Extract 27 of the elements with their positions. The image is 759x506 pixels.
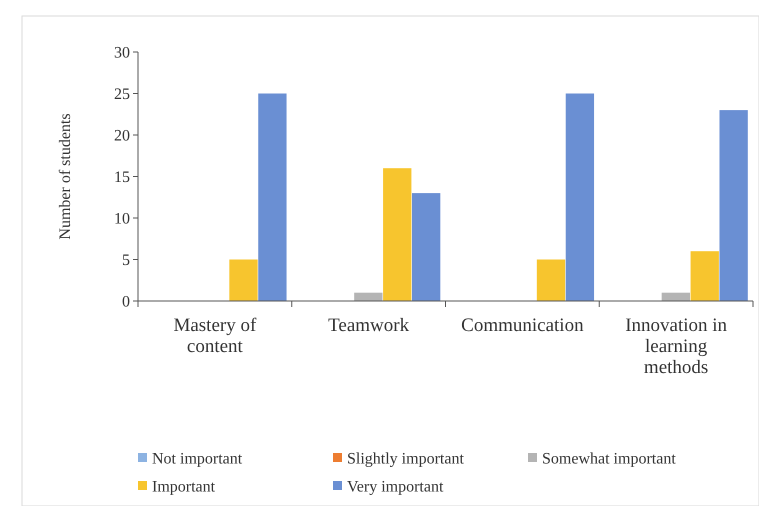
x-tick-label: Communication — [461, 315, 584, 336]
y-tick-label: 10 — [114, 210, 130, 228]
y-tick-label: 25 — [114, 86, 130, 104]
bar — [412, 193, 440, 301]
bar — [566, 94, 594, 301]
bar — [536, 260, 566, 301]
legend-label: Very important — [347, 478, 444, 496]
y-tick-label: 30 — [114, 44, 130, 62]
bar — [662, 292, 690, 301]
legend-label: Not important — [152, 450, 243, 468]
x-tick-label: Mastery of content — [173, 315, 257, 357]
x-tick-label: Innovation in learning methods — [625, 315, 728, 378]
y-axis-title: Number of students — [57, 113, 74, 240]
bar — [383, 168, 412, 301]
y-tick-label: 5 — [122, 252, 130, 270]
x-tick-label: Teamwork — [328, 315, 410, 336]
y-tick-label: 20 — [114, 128, 130, 145]
bar — [719, 110, 748, 301]
legend-label: Slightly important — [347, 450, 464, 468]
y-tick-label: 0 — [122, 294, 130, 311]
bar — [229, 260, 258, 301]
legend-label: Important — [152, 478, 216, 496]
bar — [690, 251, 719, 301]
y-tick-label: 15 — [114, 169, 130, 186]
bar — [354, 292, 382, 301]
legend-label: Somewhat important — [542, 450, 676, 468]
bar — [258, 94, 287, 301]
